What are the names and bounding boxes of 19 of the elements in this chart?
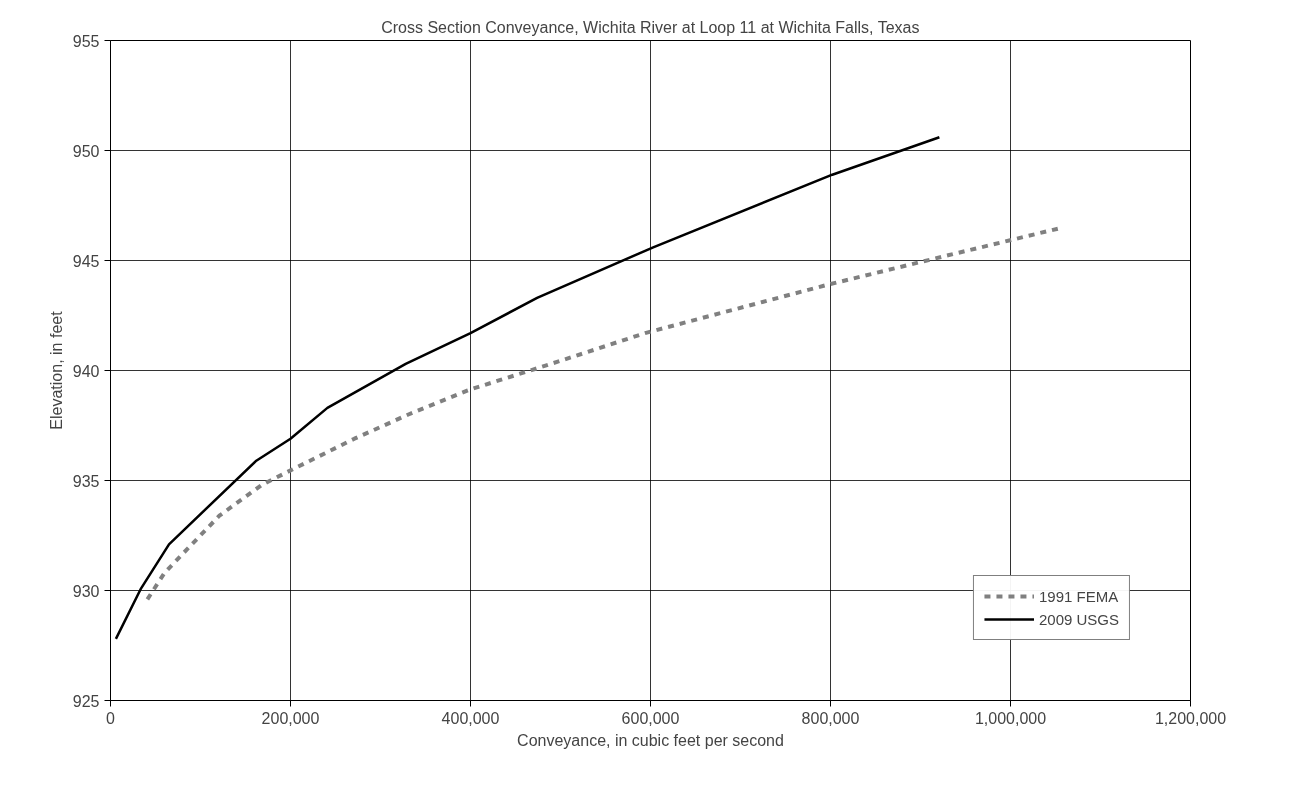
y-tick-label: 935 xyxy=(72,472,100,490)
y-tick-label: 950 xyxy=(72,142,100,160)
y-axis-title: Elevation, in feet xyxy=(47,310,65,430)
legend-label: 2009 USGS xyxy=(1038,610,1119,628)
x-tick-label: 800,000 xyxy=(801,709,860,727)
x-tick-label: 200,000 xyxy=(261,709,320,727)
y-tick-label: 945 xyxy=(72,252,100,270)
chart-title: Cross Section Conveyance, Wichita River at Loop 11 at Wichita Falls, Texas xyxy=(381,18,920,36)
x-tick-label: 1,000,000 xyxy=(974,709,1047,727)
legend-label: 1991 FEMA xyxy=(1038,587,1119,605)
x-tick-label: 1,200,000 xyxy=(1154,709,1227,727)
x-tick-label: 400,000 xyxy=(441,709,500,727)
x-tick-label: 0 xyxy=(106,709,116,727)
y-tick-label: 940 xyxy=(72,362,100,380)
y-tick-label: 925 xyxy=(72,692,100,710)
x-axis-title: Conveyance, in cubic feet per second xyxy=(517,731,784,749)
y-tick-label: 930 xyxy=(72,582,100,600)
x-tick-label: 600,000 xyxy=(621,709,680,727)
y-tick-label: 955 xyxy=(72,32,100,50)
